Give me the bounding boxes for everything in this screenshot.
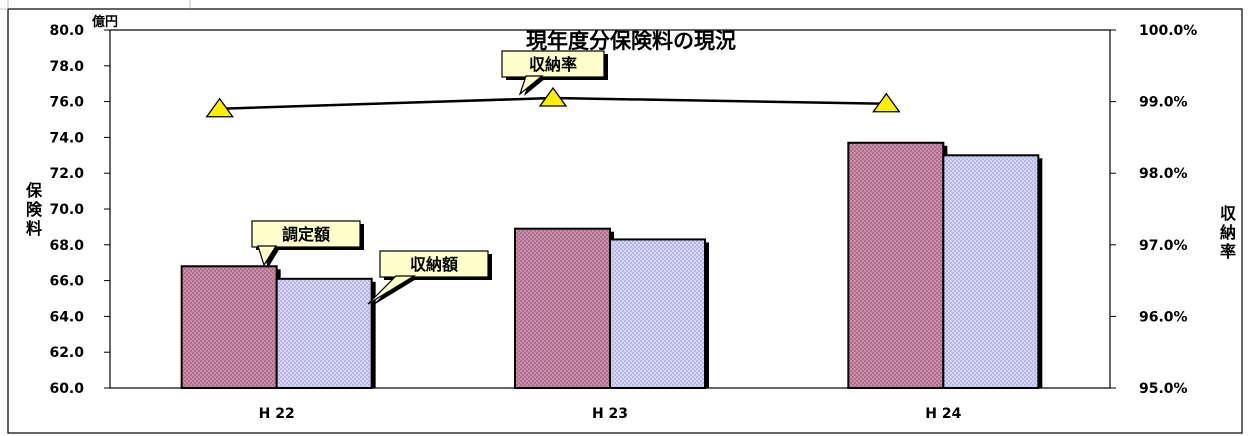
right-axis-label-char: 収	[1220, 204, 1237, 223]
bar-assessed	[514, 227, 611, 389]
right-axis-tick-label: 99.0%	[1139, 95, 1188, 111]
right-axis-tick-label: 98.0%	[1139, 166, 1188, 182]
x-axis-tick-label: H 22	[259, 406, 295, 422]
left-axis-label-char: 保	[25, 181, 43, 200]
callout-collected-label: 収納額	[410, 255, 458, 274]
x-axis-tick-label: H 24	[925, 406, 961, 422]
left-axis-label-char: 料	[26, 219, 42, 238]
left-axis-unit: 億円	[92, 14, 118, 30]
right-axis-tick-label: 95.0%	[1139, 381, 1188, 397]
bar-assessed	[847, 141, 945, 389]
bar-assessed	[180, 265, 278, 389]
left-axis-tick-label: 76.0	[49, 95, 84, 111]
bar-series	[180, 141, 1043, 389]
chart-frame	[7, 8, 1243, 434]
right-axis: 95.0% 96.0% 97.0% 98.0% 99.0% 100.0%	[1110, 23, 1197, 397]
left-axis: 60.0 62.0 64.0 66.0 68.0 70.0 72.0 74.0 76.0 78.0…	[49, 23, 110, 397]
rate-point	[205, 97, 234, 118]
bar-collected	[609, 238, 706, 389]
right-axis-tick-label: 96.0%	[1139, 309, 1188, 325]
right-axis-label: 収納率	[1220, 204, 1237, 261]
left-axis-tick-label: 62.0	[49, 345, 84, 361]
left-axis-tick-label: 80.0	[49, 23, 84, 39]
left-axis-tick-label: 72.0	[49, 166, 84, 182]
left-axis-label: 保険料	[25, 181, 43, 238]
left-axis-tick-label: 64.0	[49, 309, 84, 325]
left-axis-tick-label: 60.0	[49, 381, 84, 397]
rate-point	[538, 86, 568, 107]
left-axis-tick-label: 78.0	[49, 59, 84, 75]
callout-assessed-label: 調定額	[282, 225, 330, 244]
left-axis-tick-label: 70.0	[49, 202, 84, 218]
right-axis-tick-label: 100.0%	[1139, 23, 1197, 39]
rate-point	[872, 92, 901, 113]
right-axis-tick-label: 97.0%	[1139, 238, 1188, 254]
right-axis-label-char: 率	[1220, 242, 1236, 261]
bar-collected	[275, 277, 373, 389]
callout-rate-label: 収納率	[529, 55, 577, 74]
left-axis-label-char: 険	[26, 200, 43, 219]
x-axis: H 22 H 23 H 24	[259, 406, 962, 422]
chart-title: 現年度分保険料の現況	[526, 29, 736, 53]
left-axis-tick-label: 68.0	[49, 238, 84, 254]
left-axis-tick-label: 66.0	[49, 274, 84, 290]
bar-collected	[942, 154, 1040, 389]
x-axis-tick-label: H 23	[592, 406, 628, 422]
rate-line-series	[205, 86, 901, 118]
callout-collected: 収納額	[367, 250, 492, 306]
callout-rate: 収納率	[501, 50, 608, 96]
callout-assessed: 調定額	[251, 220, 364, 268]
left-axis-tick-label: 74.0	[49, 130, 84, 146]
right-axis-label-char: 納	[1220, 223, 1236, 242]
